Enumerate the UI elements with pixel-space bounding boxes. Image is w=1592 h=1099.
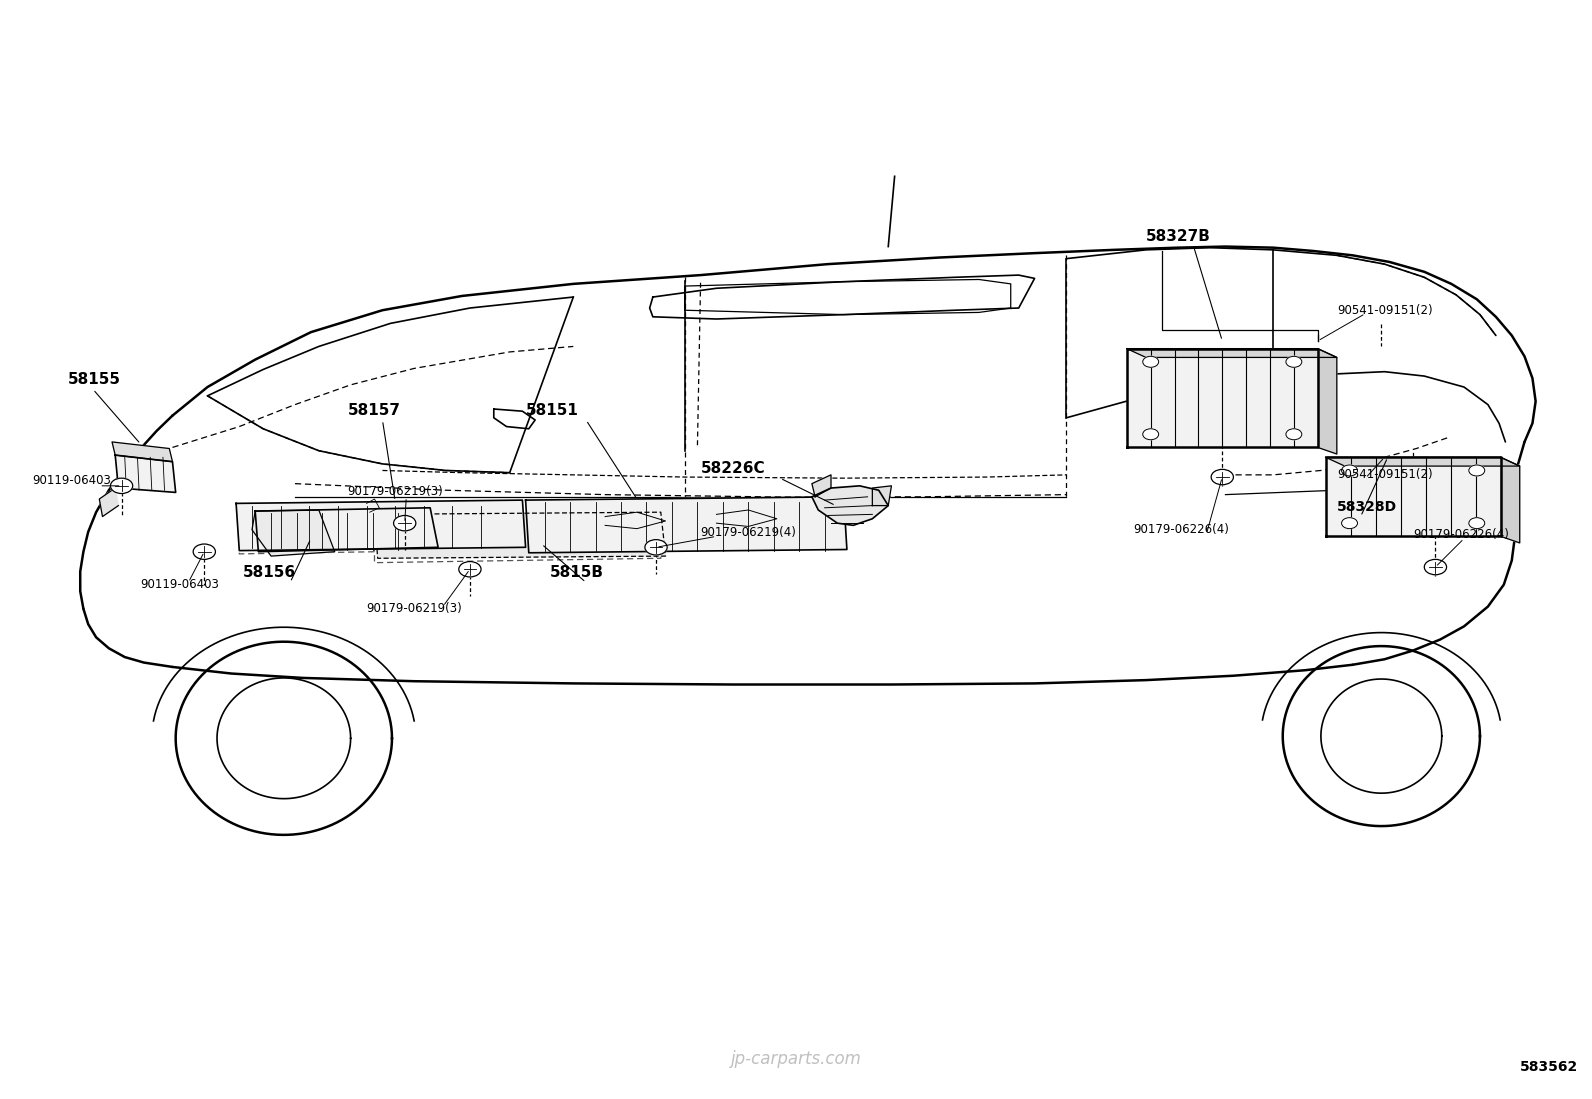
Text: 90179-06219(3): 90179-06219(3) — [347, 485, 443, 498]
Text: 58226C: 58226C — [700, 460, 766, 476]
Text: 90541-09151(2): 90541-09151(2) — [1337, 303, 1433, 317]
Text: 58328D: 58328D — [1337, 500, 1396, 514]
Polygon shape — [236, 500, 525, 551]
Text: 90119-06403: 90119-06403 — [140, 578, 220, 591]
Text: 5815B: 5815B — [549, 565, 603, 580]
Polygon shape — [111, 442, 172, 462]
Polygon shape — [99, 488, 118, 517]
Text: 58151: 58151 — [525, 403, 578, 418]
Text: 583562: 583562 — [1520, 1061, 1579, 1074]
Circle shape — [458, 562, 481, 577]
Text: 90179-06219(4): 90179-06219(4) — [700, 525, 796, 539]
Circle shape — [1286, 356, 1302, 367]
Polygon shape — [1127, 348, 1318, 447]
Circle shape — [110, 478, 132, 493]
Circle shape — [393, 515, 416, 531]
Polygon shape — [115, 455, 175, 492]
Polygon shape — [525, 497, 847, 553]
Circle shape — [1342, 518, 1358, 529]
Circle shape — [1469, 518, 1485, 529]
Circle shape — [1143, 429, 1159, 440]
Polygon shape — [1127, 348, 1337, 357]
Text: 90179-06226(4): 90179-06226(4) — [1414, 528, 1509, 541]
Polygon shape — [255, 508, 438, 552]
Polygon shape — [872, 486, 892, 506]
Circle shape — [1469, 465, 1485, 476]
Circle shape — [193, 544, 215, 559]
Circle shape — [1425, 559, 1447, 575]
Circle shape — [1212, 469, 1234, 485]
Polygon shape — [1326, 457, 1520, 466]
Text: 58156: 58156 — [242, 565, 296, 580]
Circle shape — [1286, 429, 1302, 440]
Polygon shape — [1318, 348, 1337, 454]
Circle shape — [1143, 356, 1159, 367]
Text: 58327B: 58327B — [1146, 230, 1212, 244]
Polygon shape — [1326, 457, 1501, 536]
Polygon shape — [812, 475, 831, 497]
Text: 90179-06226(4): 90179-06226(4) — [1134, 523, 1229, 536]
Polygon shape — [252, 510, 334, 556]
Text: 58157: 58157 — [347, 403, 401, 418]
Text: 90119-06403: 90119-06403 — [32, 474, 111, 487]
Text: 90179-06219(3): 90179-06219(3) — [366, 602, 462, 615]
Circle shape — [1342, 465, 1358, 476]
Polygon shape — [812, 486, 888, 525]
Text: 58155: 58155 — [67, 373, 121, 387]
Text: jp-carparts.com: jp-carparts.com — [731, 1050, 861, 1067]
Text: 90541-09151(2): 90541-09151(2) — [1337, 468, 1433, 481]
Polygon shape — [1501, 457, 1520, 543]
Circle shape — [645, 540, 667, 555]
Polygon shape — [374, 512, 665, 558]
